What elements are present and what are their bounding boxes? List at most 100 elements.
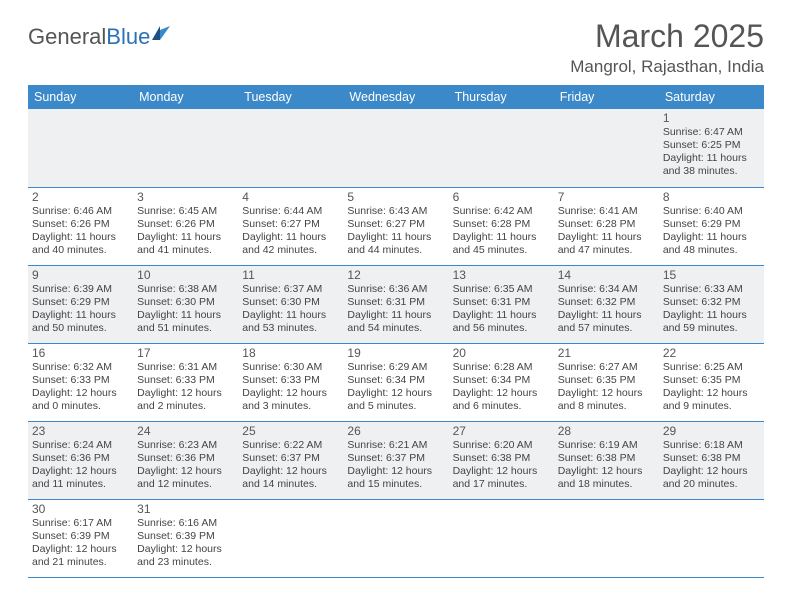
day-info: Sunrise: 6:38 AMSunset: 6:30 PMDaylight:… [137,283,234,336]
calendar-cell: 9Sunrise: 6:39 AMSunset: 6:29 PMDaylight… [28,265,133,343]
calendar-cell: 12Sunrise: 6:36 AMSunset: 6:31 PMDayligh… [343,265,448,343]
day-number: 23 [32,424,129,438]
day-number: 2 [32,190,129,204]
logo-text-2: Blue [106,24,150,50]
day-number: 7 [558,190,655,204]
calendar-cell: 13Sunrise: 6:35 AMSunset: 6:31 PMDayligh… [449,265,554,343]
calendar-cell: 18Sunrise: 6:30 AMSunset: 6:33 PMDayligh… [238,343,343,421]
calendar-cell: 4Sunrise: 6:44 AMSunset: 6:27 PMDaylight… [238,187,343,265]
calendar-cell: 23Sunrise: 6:24 AMSunset: 6:36 PMDayligh… [28,421,133,499]
calendar-cell [659,499,764,577]
day-info: Sunrise: 6:31 AMSunset: 6:33 PMDaylight:… [137,361,234,414]
calendar-cell: 3Sunrise: 6:45 AMSunset: 6:26 PMDaylight… [133,187,238,265]
calendar-table: SundayMondayTuesdayWednesdayThursdayFrid… [28,85,764,578]
title-block: March 2025 Mangrol, Rajasthan, India [570,18,764,77]
day-number: 10 [137,268,234,282]
calendar-cell: 14Sunrise: 6:34 AMSunset: 6:32 PMDayligh… [554,265,659,343]
calendar-cell: 10Sunrise: 6:38 AMSunset: 6:30 PMDayligh… [133,265,238,343]
month-title: March 2025 [570,18,764,55]
day-number: 21 [558,346,655,360]
day-info: Sunrise: 6:35 AMSunset: 6:31 PMDaylight:… [453,283,550,336]
calendar-cell [449,109,554,187]
day-info: Sunrise: 6:36 AMSunset: 6:31 PMDaylight:… [347,283,444,336]
day-info: Sunrise: 6:27 AMSunset: 6:35 PMDaylight:… [558,361,655,414]
day-number: 16 [32,346,129,360]
day-number: 11 [242,268,339,282]
day-number: 22 [663,346,760,360]
calendar-cell: 26Sunrise: 6:21 AMSunset: 6:37 PMDayligh… [343,421,448,499]
calendar-cell: 11Sunrise: 6:37 AMSunset: 6:30 PMDayligh… [238,265,343,343]
day-info: Sunrise: 6:33 AMSunset: 6:32 PMDaylight:… [663,283,760,336]
calendar-cell: 27Sunrise: 6:20 AMSunset: 6:38 PMDayligh… [449,421,554,499]
day-number: 29 [663,424,760,438]
logo: GeneralBlue [28,24,176,50]
day-number: 18 [242,346,339,360]
logo-text-1: General [28,24,106,50]
calendar-cell: 24Sunrise: 6:23 AMSunset: 6:36 PMDayligh… [133,421,238,499]
calendar-row: 1Sunrise: 6:47 AMSunset: 6:25 PMDaylight… [28,109,764,187]
calendar-cell: 22Sunrise: 6:25 AMSunset: 6:35 PMDayligh… [659,343,764,421]
day-info: Sunrise: 6:21 AMSunset: 6:37 PMDaylight:… [347,439,444,492]
day-info: Sunrise: 6:40 AMSunset: 6:29 PMDaylight:… [663,205,760,258]
day-info: Sunrise: 6:37 AMSunset: 6:30 PMDaylight:… [242,283,339,336]
day-number: 8 [663,190,760,204]
day-info: Sunrise: 6:25 AMSunset: 6:35 PMDaylight:… [663,361,760,414]
day-info: Sunrise: 6:17 AMSunset: 6:39 PMDaylight:… [32,517,129,570]
calendar-cell: 6Sunrise: 6:42 AMSunset: 6:28 PMDaylight… [449,187,554,265]
day-number: 14 [558,268,655,282]
day-info: Sunrise: 6:43 AMSunset: 6:27 PMDaylight:… [347,205,444,258]
calendar-cell: 19Sunrise: 6:29 AMSunset: 6:34 PMDayligh… [343,343,448,421]
day-number: 5 [347,190,444,204]
day-number: 15 [663,268,760,282]
day-info: Sunrise: 6:39 AMSunset: 6:29 PMDaylight:… [32,283,129,336]
calendar-cell [343,109,448,187]
page-header: GeneralBlue March 2025 Mangrol, Rajastha… [28,18,764,77]
calendar-cell: 16Sunrise: 6:32 AMSunset: 6:33 PMDayligh… [28,343,133,421]
day-info: Sunrise: 6:23 AMSunset: 6:36 PMDaylight:… [137,439,234,492]
calendar-cell: 17Sunrise: 6:31 AMSunset: 6:33 PMDayligh… [133,343,238,421]
day-info: Sunrise: 6:30 AMSunset: 6:33 PMDaylight:… [242,361,339,414]
day-info: Sunrise: 6:29 AMSunset: 6:34 PMDaylight:… [347,361,444,414]
day-info: Sunrise: 6:41 AMSunset: 6:28 PMDaylight:… [558,205,655,258]
day-number: 6 [453,190,550,204]
day-number: 13 [453,268,550,282]
day-number: 17 [137,346,234,360]
flag-icon [152,24,176,50]
calendar-cell: 7Sunrise: 6:41 AMSunset: 6:28 PMDaylight… [554,187,659,265]
day-info: Sunrise: 6:34 AMSunset: 6:32 PMDaylight:… [558,283,655,336]
day-number: 20 [453,346,550,360]
calendar-cell [554,109,659,187]
calendar-row: 9Sunrise: 6:39 AMSunset: 6:29 PMDaylight… [28,265,764,343]
day-number: 9 [32,268,129,282]
calendar-cell: 2Sunrise: 6:46 AMSunset: 6:26 PMDaylight… [28,187,133,265]
calendar-cell [238,499,343,577]
location: Mangrol, Rajasthan, India [570,57,764,77]
day-info: Sunrise: 6:32 AMSunset: 6:33 PMDaylight:… [32,361,129,414]
weekday-header: Monday [133,85,238,109]
calendar-cell [28,109,133,187]
calendar-cell: 20Sunrise: 6:28 AMSunset: 6:34 PMDayligh… [449,343,554,421]
calendar-row: 23Sunrise: 6:24 AMSunset: 6:36 PMDayligh… [28,421,764,499]
day-number: 26 [347,424,444,438]
calendar-cell [449,499,554,577]
calendar-cell [238,109,343,187]
day-number: 25 [242,424,339,438]
calendar-cell: 31Sunrise: 6:16 AMSunset: 6:39 PMDayligh… [133,499,238,577]
day-number: 27 [453,424,550,438]
calendar-cell [554,499,659,577]
weekday-header: Friday [554,85,659,109]
calendar-cell: 21Sunrise: 6:27 AMSunset: 6:35 PMDayligh… [554,343,659,421]
day-info: Sunrise: 6:22 AMSunset: 6:37 PMDaylight:… [242,439,339,492]
day-number: 19 [347,346,444,360]
day-number: 24 [137,424,234,438]
calendar-row: 30Sunrise: 6:17 AMSunset: 6:39 PMDayligh… [28,499,764,577]
day-info: Sunrise: 6:45 AMSunset: 6:26 PMDaylight:… [137,205,234,258]
day-info: Sunrise: 6:28 AMSunset: 6:34 PMDaylight:… [453,361,550,414]
calendar-cell: 28Sunrise: 6:19 AMSunset: 6:38 PMDayligh… [554,421,659,499]
calendar-row: 16Sunrise: 6:32 AMSunset: 6:33 PMDayligh… [28,343,764,421]
day-number: 28 [558,424,655,438]
calendar-cell: 8Sunrise: 6:40 AMSunset: 6:29 PMDaylight… [659,187,764,265]
day-info: Sunrise: 6:18 AMSunset: 6:38 PMDaylight:… [663,439,760,492]
calendar-cell: 1Sunrise: 6:47 AMSunset: 6:25 PMDaylight… [659,109,764,187]
day-number: 3 [137,190,234,204]
